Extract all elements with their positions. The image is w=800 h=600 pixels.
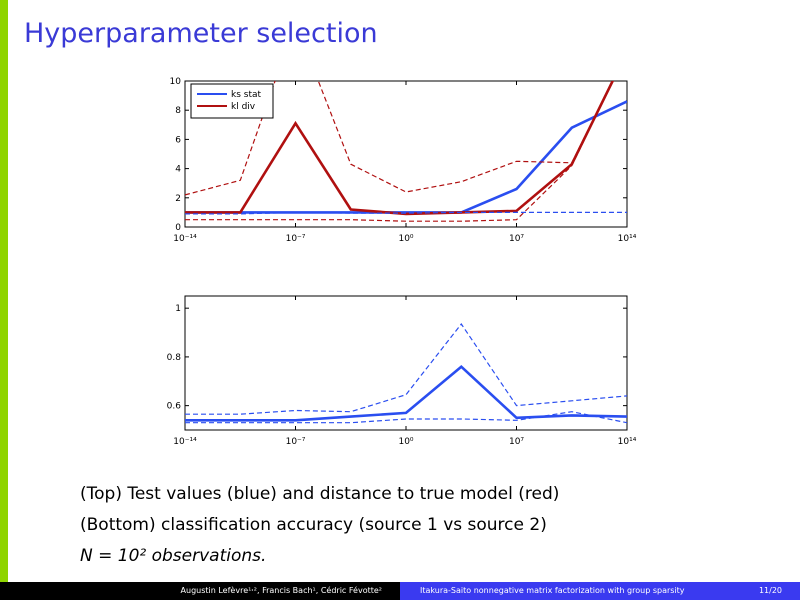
series-line-ks-stat xyxy=(185,100,627,214)
y-tick-label: 10 xyxy=(170,77,182,87)
y-tick-label: 1 xyxy=(175,304,181,314)
y-tick-label: 2 xyxy=(175,194,181,204)
y-tick-label: 0.6 xyxy=(167,402,182,412)
series-line-dashed-2 xyxy=(185,411,627,424)
footer-talk-title: Itakura-Saito nonnegative matrix factori… xyxy=(420,586,685,595)
series-line-dashed-3 xyxy=(185,81,614,222)
x-tick-label: 10⁰ xyxy=(398,437,413,447)
x-tick-label: 10⁷ xyxy=(509,437,524,447)
y-tick-label: 0 xyxy=(175,223,181,233)
footer-authors: Augustin Lefèvre¹˒², Francis Bach¹, Cédr… xyxy=(0,582,400,600)
y-tick-label: 8 xyxy=(175,106,181,116)
x-tick-label: 10⁻⁷ xyxy=(286,437,306,447)
x-tick-label: 10⁻⁷ xyxy=(286,234,306,244)
series-line-dashed-2 xyxy=(185,81,614,196)
chart-bottom: 10⁻¹⁴ 10⁻⁷ 10⁰ 10⁷ 10¹⁴ 0.6 0.8 1 xyxy=(167,295,637,447)
x-tick-label: 10¹⁴ xyxy=(618,234,637,244)
series-line-solid-0 xyxy=(185,364,627,422)
y-tick-label: 4 xyxy=(175,165,181,175)
page-number: 11/20 xyxy=(758,586,782,595)
caption-line-2: (Bottom) classification accuracy (source… xyxy=(80,515,547,535)
x-tick-label: 10⁰ xyxy=(398,234,413,244)
y-tick-label: 6 xyxy=(175,135,181,145)
chart-top: 10⁻¹⁴ 10⁻⁷ 10⁰ 10⁷ 10¹⁴ 0 2 4 6 8 10 ks stat kl div xyxy=(170,77,637,244)
y-tick-label: 0.8 xyxy=(167,353,182,363)
series-line-kl-div xyxy=(185,81,615,216)
plot-frame xyxy=(184,295,628,431)
x-tick-label: 10⁷ xyxy=(509,234,524,244)
series-line-dashed-4 xyxy=(185,211,627,215)
slide-title: Hyperparameter selection xyxy=(24,18,378,49)
slide-accent-bar xyxy=(0,0,8,582)
legend-box xyxy=(190,83,274,119)
x-tick-label: 10⁻¹⁴ xyxy=(173,234,197,244)
caption-line-3: N = 10² observations. xyxy=(80,546,267,566)
footer-title-box: Itakura-Saito nonnegative matrix factori… xyxy=(400,582,800,600)
caption-line-1: (Top) Test values (blue) and distance to… xyxy=(80,484,560,504)
legend-label: kl div xyxy=(231,102,256,112)
legend: ks stat kl div xyxy=(190,83,274,119)
footer: Augustin Lefèvre¹˒², Francis Bach¹, Cédr… xyxy=(0,582,800,600)
series-line-dashed-1 xyxy=(185,322,627,415)
x-tick-label: 10¹⁴ xyxy=(618,437,637,447)
x-tick-label: 10⁻¹⁴ xyxy=(173,437,197,447)
legend-label: ks stat xyxy=(231,90,261,100)
